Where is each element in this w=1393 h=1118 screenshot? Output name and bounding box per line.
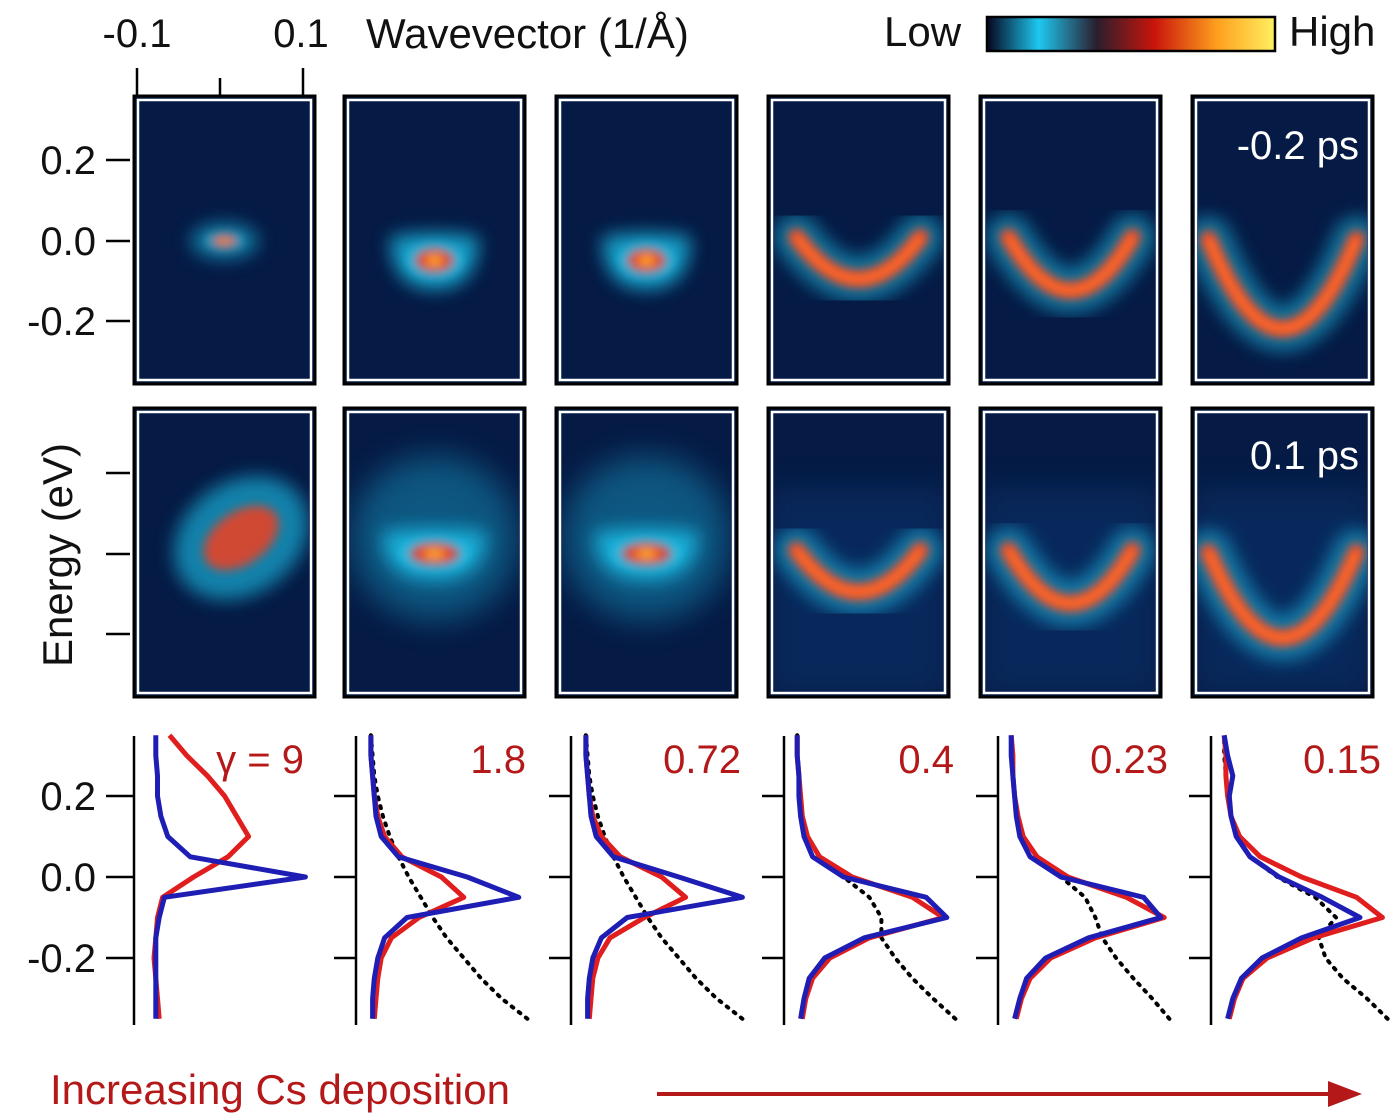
edc-blue-curve xyxy=(583,735,745,1019)
gamma-label: 0.15 xyxy=(1303,738,1381,782)
spectral-intensity xyxy=(173,476,309,600)
edc-panel-6: 0.15 xyxy=(1189,733,1390,1025)
spectral-intensity xyxy=(774,215,943,301)
spectral-intensity xyxy=(390,233,479,290)
spectral-intensity xyxy=(986,488,1155,691)
panel-inner-frame xyxy=(982,98,1159,382)
colorbar-high-label: High xyxy=(1289,8,1375,55)
heatmap-panel-r2-c3 xyxy=(554,406,739,699)
panel-inner-frame xyxy=(1194,98,1371,382)
heatmap-panel-r2-c6: 0.1 ps xyxy=(1190,406,1375,699)
panel-inner-frame xyxy=(982,410,1159,695)
heatmap-panel-r2-c5 xyxy=(978,406,1163,699)
footer-arrow-head xyxy=(1328,1081,1362,1107)
spectral-intensity xyxy=(350,456,519,620)
edc-panel-2: 1.8 xyxy=(334,733,530,1025)
spectral-intensity xyxy=(1198,488,1367,691)
panel-inner-frame xyxy=(346,98,523,382)
edc-blue-curve xyxy=(1008,735,1164,1020)
spectral-intensity xyxy=(986,215,1155,313)
heatmap-row2-y-axis: Energy (eV) xyxy=(34,443,130,667)
wavevector-axis: -0.1 0.1 Wavevector (1/Å) xyxy=(103,10,689,98)
heatmap-panel-r2-c4 xyxy=(766,406,951,699)
edc-panel-4: 0.4 xyxy=(762,733,958,1025)
panel-inner-frame xyxy=(136,410,313,695)
delay-label: -0.2 ps xyxy=(1237,124,1359,168)
spectral-intensity xyxy=(562,456,731,620)
panel-inner-frame xyxy=(558,410,735,695)
gamma-label: 0.23 xyxy=(1090,738,1168,782)
edc-blue-curve xyxy=(153,735,308,1019)
heatmap-grid: -0.2 ps 0.1 ps xyxy=(132,94,1375,699)
colorbar-bar xyxy=(985,15,1277,53)
x-tick-label-pos: 0.1 xyxy=(273,12,329,56)
edc-panels: 0.2 0.0 -0.2 γ = 9 1.8 0.72 0.4 0.23 0.15 xyxy=(27,733,1390,1025)
heatmap-panel-r1-c1 xyxy=(132,94,317,386)
y-tick-label-row1-0: 0.2 xyxy=(40,139,96,183)
edc-red-curve xyxy=(368,735,467,1020)
spectral-intensity xyxy=(190,223,259,259)
heatmap-panel-r1-c4 xyxy=(766,94,951,386)
panel-inner-frame xyxy=(1194,410,1371,695)
edc-blue-curve xyxy=(368,735,522,1019)
x-tick-label-neg: -0.1 xyxy=(103,12,172,56)
footer-label: Increasing Cs deposition xyxy=(50,1066,510,1113)
gamma-label: 0.4 xyxy=(898,738,954,782)
panel-inner-frame xyxy=(770,410,947,695)
spectral-intensity xyxy=(774,488,943,691)
gamma-label: 0.72 xyxy=(663,738,741,782)
heatmap-panel-r1-c3 xyxy=(554,94,739,386)
panel-inner-frame xyxy=(770,98,947,382)
y-axis-title: Energy (eV) xyxy=(34,443,81,667)
heatmap-panel-r1-c5 xyxy=(978,94,1163,386)
edc-panel-5: 0.23 xyxy=(976,733,1172,1025)
colorbar: Low High xyxy=(884,8,1375,55)
y-tick-label-row1-1: 0.0 xyxy=(40,220,96,264)
heatmap-panel-r1-c2 xyxy=(342,94,527,386)
edc-y-tick-label-1: 0.0 xyxy=(40,856,96,900)
edc-y-tick-label-0: 0.2 xyxy=(40,775,96,819)
edc-y-tick-label-2: -0.2 xyxy=(27,937,96,981)
heatmap-panel-r1-c6: -0.2 ps xyxy=(1190,94,1375,386)
edc-panel-1: γ = 9 xyxy=(132,733,308,1025)
delay-label: 0.1 ps xyxy=(1250,434,1359,478)
colorbar-low-label: Low xyxy=(884,8,962,55)
x-axis-title: Wavevector (1/Å) xyxy=(366,10,689,57)
heatmap-panel-r2-c1 xyxy=(132,406,317,699)
footer: Increasing Cs deposition xyxy=(50,1066,1362,1113)
y-tick-label-row1-2: -0.2 xyxy=(27,300,96,344)
heatmap-panel-r2-c2 xyxy=(342,406,527,699)
panel-inner-frame xyxy=(558,98,735,382)
panel-inner-frame xyxy=(346,410,523,695)
gamma-label: γ = 9 xyxy=(216,738,304,782)
edc-panel-3: 0.72 xyxy=(549,733,745,1025)
edc-blue-curve xyxy=(794,735,950,1020)
gamma-label: 1.8 xyxy=(470,738,526,782)
edc-blue-curve xyxy=(1221,734,1363,1020)
spectral-intensity xyxy=(1198,217,1367,351)
panel-background xyxy=(554,94,739,386)
heatmap-row1-y-axis: 0.2 0.0 -0.2 xyxy=(27,139,130,344)
panel-inner-frame xyxy=(136,98,313,382)
spectral-intensity xyxy=(602,233,691,290)
